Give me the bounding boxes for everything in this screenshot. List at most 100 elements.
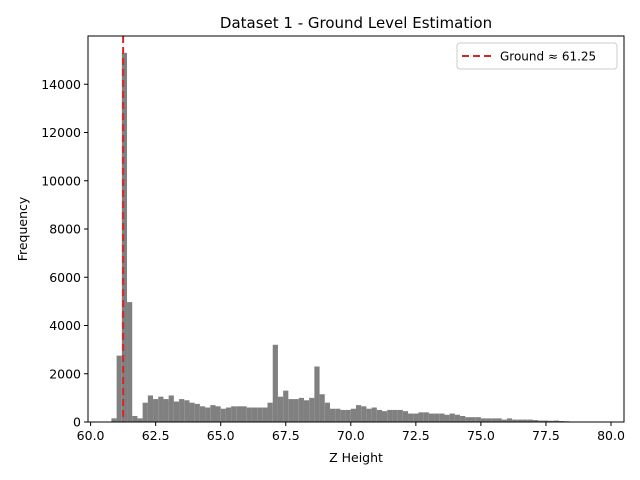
histogram-bar [512, 419, 518, 422]
legend: Ground ≈ 61.25 [456, 42, 618, 70]
histogram-bar [283, 390, 289, 422]
histogram-bar [486, 418, 492, 422]
histogram-bar [496, 418, 502, 422]
histogram-bar [506, 418, 513, 422]
histogram-bar [532, 420, 539, 422]
histogram-bar [132, 415, 138, 422]
histogram-bar [168, 395, 174, 422]
histogram-bar [454, 414, 461, 422]
histogram-bar [460, 415, 466, 422]
histogram-bar [277, 396, 284, 422]
y-axis-label: Frequency [15, 196, 30, 261]
x-axis-label: Z Height [329, 450, 383, 465]
histogram-bar [199, 406, 206, 422]
histogram-bar [220, 408, 226, 422]
x-tick-label: 70.0 [337, 428, 365, 443]
y-tick-label: 0 [73, 415, 81, 430]
histogram-bar [163, 399, 169, 422]
histogram-bar [236, 406, 242, 422]
histogram-bar [548, 420, 554, 422]
histogram-bar [465, 417, 471, 422]
histogram-bar [491, 418, 497, 422]
histogram-bar [194, 403, 200, 422]
histogram-bar [251, 407, 258, 422]
x-tick-label: 72.5 [402, 428, 430, 443]
histogram-bar [402, 411, 409, 422]
histogram-bar [501, 419, 507, 422]
histogram-bar [543, 420, 549, 422]
histogram-bar [210, 405, 216, 422]
histogram-bar [449, 413, 455, 422]
legend-box [456, 42, 618, 70]
histogram-bar [137, 418, 143, 422]
histogram-bar [158, 396, 164, 422]
histogram-bar [480, 418, 487, 422]
histogram-bar [225, 407, 232, 422]
x-tick-label: 77.5 [532, 428, 560, 443]
histogram-bar [413, 413, 419, 422]
histogram-bar [428, 413, 435, 422]
histogram-bar [205, 407, 211, 422]
histogram-bar [231, 406, 237, 422]
histogram-bar [522, 419, 528, 422]
histogram-bar [142, 402, 148, 422]
histogram-bar [434, 413, 440, 422]
histogram-bar [345, 409, 351, 422]
histogram-bar [309, 397, 315, 422]
histogram-bar [392, 409, 398, 422]
x-axis: 60.0 62.5 65.0 67.5 70.0 72.5 75.0 77.5 80.0 [77, 422, 625, 443]
histogram-bar [121, 52, 128, 422]
y-axis: 0 2000 4000 6000 8000 10000 12000 14000 [41, 77, 88, 430]
histogram-bar [376, 409, 383, 422]
histogram-bar [350, 408, 356, 422]
histogram-bar [527, 419, 533, 422]
histogram-bar [366, 408, 372, 422]
histogram-bar [538, 420, 544, 422]
histogram-bar [387, 409, 393, 422]
histogram-bar [371, 407, 377, 422]
histogram-bar [319, 394, 325, 422]
y-tick-label: 14000 [41, 77, 81, 92]
histogram-bar [116, 355, 122, 422]
histogram-bar [356, 405, 362, 422]
y-tick-label: 12000 [41, 125, 81, 140]
histogram-bar [553, 420, 559, 422]
histogram-bar [184, 400, 190, 422]
histogram-bar [314, 366, 320, 422]
histogram-bar [293, 399, 299, 422]
histogram-bar [267, 402, 273, 422]
histogram-bar [335, 408, 341, 422]
histogram-bar [246, 407, 252, 422]
histogram-bar [179, 399, 185, 422]
histogram-bars [111, 52, 596, 422]
histogram-bar [298, 397, 304, 422]
histogram-bar [324, 402, 330, 422]
histogram-bar [303, 400, 310, 422]
x-tick-label: 62.5 [142, 428, 170, 443]
histogram-bar [470, 417, 476, 422]
histogram-bar [418, 412, 424, 422]
histogram-bar [215, 406, 221, 422]
y-tick-label: 6000 [49, 270, 81, 285]
x-tick-label: 75.0 [467, 428, 495, 443]
x-tick-label: 80.0 [597, 428, 625, 443]
histogram-bar [153, 399, 159, 422]
histogram-bar [382, 411, 388, 422]
histogram-bar [173, 401, 180, 422]
x-tick-label: 60.0 [77, 428, 105, 443]
y-tick-label: 10000 [41, 173, 81, 188]
y-tick-label: 8000 [49, 222, 81, 237]
legend-label: Ground ≈ 61.25 [500, 50, 596, 64]
x-tick-label: 67.5 [272, 428, 300, 443]
x-tick-label: 65.0 [207, 428, 235, 443]
histogram-bar [147, 395, 154, 422]
histogram-bar [439, 413, 445, 422]
histogram-bar [241, 406, 247, 422]
histogram-bar [262, 407, 268, 422]
histogram-bar [272, 344, 278, 422]
y-tick-label: 2000 [49, 366, 81, 381]
y-tick-label: 4000 [49, 318, 81, 333]
histogram-bar [408, 413, 414, 422]
histogram-bar [189, 402, 195, 422]
